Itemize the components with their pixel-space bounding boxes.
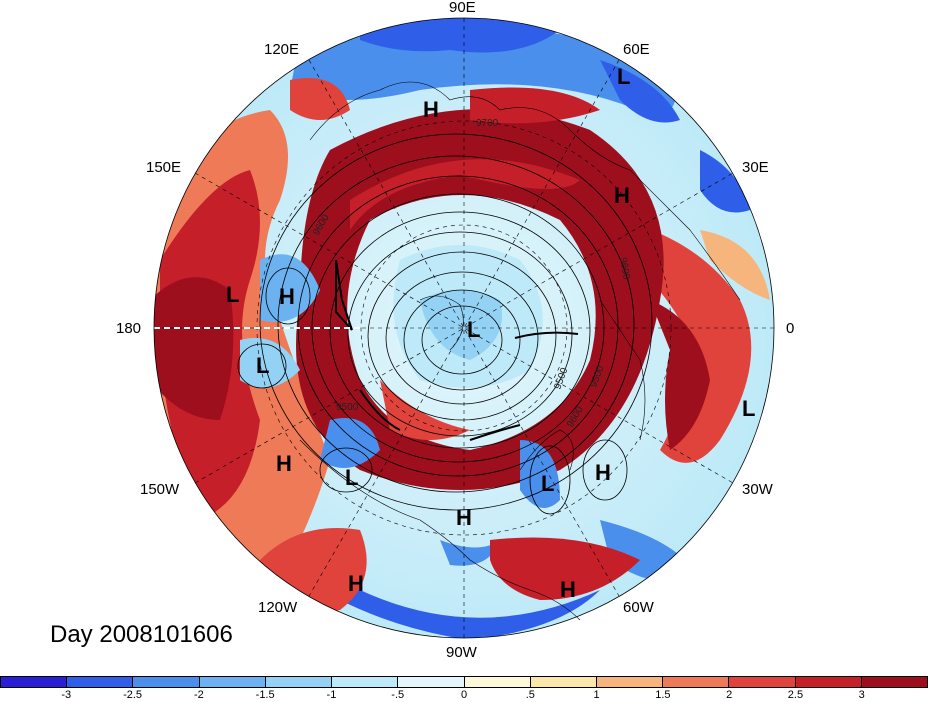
pressure-center-marker: H [423, 97, 439, 122]
colorbar-tick-label: 1 [593, 689, 600, 701]
pressure-center-marker: L [467, 317, 481, 342]
colorbar-swatch [265, 677, 333, 687]
lon-label-180: 180 [116, 320, 142, 337]
lon-label-150e: 150E [146, 159, 182, 176]
pressure-center-marker: L [541, 471, 555, 496]
pressure-center-marker: H [348, 571, 364, 596]
colorbar-tick-label: -.5 [391, 689, 405, 701]
colorbar-swatch [530, 677, 597, 687]
pressure-center-marker: H [595, 460, 611, 485]
jet-contours [335, 259, 579, 441]
colorbar-tick-label: -1.5 [255, 689, 275, 701]
lon-label-0: 0 [786, 320, 795, 337]
coastlines [299, 81, 741, 621]
pressure-center-marker: L [742, 396, 756, 421]
contour-label: 9600 [617, 257, 632, 281]
colorbar-tick-label: -2 [193, 689, 204, 701]
pressure-center-marker: L [617, 64, 631, 89]
colorbar-swatch [133, 677, 200, 687]
colorbar-swatch [1, 677, 68, 687]
lon-label-120w: 120W [258, 599, 298, 616]
pressure-center-marker: H [560, 577, 576, 602]
colorbar-swatch [861, 677, 928, 687]
lon-label-60e: 60E [623, 41, 650, 58]
colorbar [0, 676, 928, 688]
colorbar-tick-label: 2 [726, 689, 733, 701]
colorbar-tick-label: -2.5 [123, 689, 143, 701]
lon-label-90e: 90E [449, 0, 476, 16]
pressure-center-marker: H [276, 451, 292, 476]
colorbar-tick-label: -3 [61, 689, 72, 701]
day-label: Day 2008101606 [50, 621, 233, 648]
pressure-center-marker: L [345, 465, 359, 490]
pressure-center-marker: H [614, 183, 630, 208]
colorbar-swatch [332, 677, 399, 687]
colorbar-swatch [596, 677, 664, 687]
colorbar-tick-label: 1.5 [655, 689, 671, 701]
colorbar-swatch [398, 677, 465, 687]
colorbar-swatch [199, 677, 266, 687]
contour-label: 9500 [336, 402, 359, 413]
lon-label-90w: 90W [446, 644, 477, 661]
pressure-center-marker: H [279, 284, 295, 309]
colorbar-tick-label: -1 [326, 689, 337, 701]
colorbar-swatch [729, 677, 796, 687]
pressure-center-marker: H [456, 505, 472, 530]
colorbar-swatch [464, 677, 531, 687]
colorbar-tick-label: 3 [858, 689, 865, 701]
colorbar-tick-label: 0 [460, 689, 468, 701]
contour-label: 9700 [476, 118, 499, 129]
pressure-center-marker: L [256, 353, 270, 378]
colorbar-swatch [663, 677, 730, 687]
lon-label-30w: 30W [742, 481, 773, 498]
lon-label-120e: 120E [264, 41, 300, 58]
colorbar-swatch [795, 677, 862, 687]
lon-label-150w: 150W [140, 481, 180, 498]
lon-label-30e: 30E [742, 159, 769, 176]
colorbar-tick-label: 2.5 [787, 689, 804, 701]
lon-label-60w: 60W [623, 599, 654, 616]
colorbar-tick-label: .5 [525, 689, 535, 701]
colorbar-swatch [67, 677, 134, 687]
map-boundary [153, 17, 775, 639]
pressure-center-marker: L [226, 282, 240, 307]
